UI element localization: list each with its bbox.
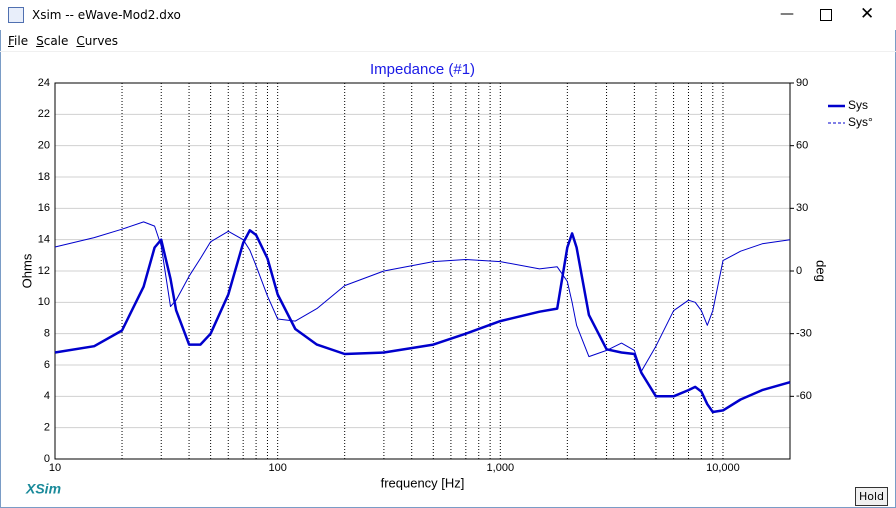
y-tick-label: 16 [38,202,50,214]
menu-item[interactable]: Scale [36,34,69,48]
series-line [54,229,791,414]
y-tick-label: 12 [38,265,50,277]
y-tick-label: 0 [44,453,50,465]
y2-tick-label: -30 [796,328,812,340]
y2-axis-label: deg [814,260,829,282]
y-tick-label: 2 [44,422,50,434]
y-tick-label: 24 [38,77,50,89]
y-tick-label: 14 [38,234,50,246]
chart-title: Impedance (#1) [370,61,475,78]
app-icon [8,7,24,23]
brand: XSim [25,481,61,497]
y2-tick-label: 90 [796,77,808,89]
y-tick-label: 20 [38,140,50,152]
window-title: Xsim -- eWave-Mod2.dxo [32,8,181,22]
y2-tick-label: 30 [796,202,808,214]
y-tick-label: 4 [44,390,50,402]
series-line [54,221,791,372]
x-tick-label: 10 [49,462,61,474]
menu-bar: File Scale Curves [0,31,896,52]
menu-item[interactable]: Curves [76,34,119,48]
x-tick-label: 10,000 [706,462,740,474]
y-tick-label: 22 [38,108,50,120]
legend-label: Sys° [848,115,873,129]
title-bar: Xsim -- eWave-Mod2.dxo — ✕ [0,0,896,30]
plot-frame [54,82,791,460]
x-tick-label: 100 [268,462,286,474]
y2-tick-label: 0 [796,265,802,277]
x-tick-label: 1,000 [487,462,515,474]
y-tick-label: 8 [44,328,50,340]
legend-label: Sys [848,98,868,112]
y-tick-label: 18 [38,171,50,183]
y-tick-label: 6 [44,359,50,371]
y-tick-label: 10 [38,296,50,308]
y-axis-label: Ohms [19,253,34,288]
close-button[interactable]: ✕ [860,4,875,24]
y2-tick-label: -60 [796,390,812,402]
x-axis-label: frequency [Hz] [381,475,465,490]
minimize-button[interactable]: — [780,6,794,22]
y2-tick-label: 60 [796,140,808,152]
hold-button[interactable]: Hold [855,487,888,506]
menu-item[interactable]: File [8,34,29,48]
maximize-button[interactable] [820,9,832,21]
